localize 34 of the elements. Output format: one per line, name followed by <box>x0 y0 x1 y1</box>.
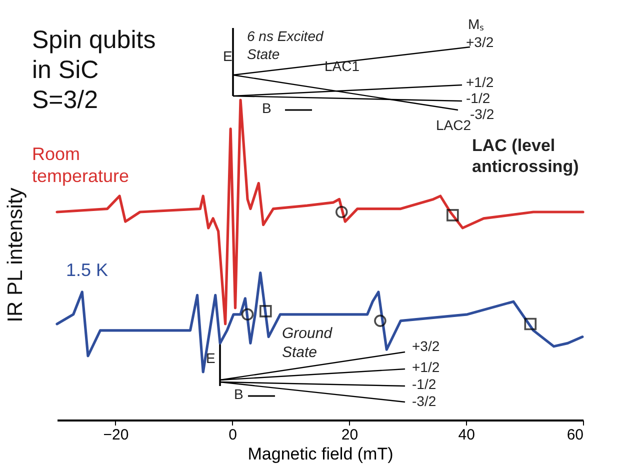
text: Mₛ <box>468 16 484 32</box>
series-label: Room temperature <box>32 144 130 186</box>
text: 6 ns Excited State <box>247 28 324 62</box>
point <box>260 305 272 318</box>
text: +1/2 <box>466 74 494 90</box>
point <box>446 209 459 222</box>
annotation: LAC (level anticrossing) <box>472 136 579 176</box>
text: LAC1 <box>324 58 360 74</box>
point <box>335 206 348 218</box>
x-tick-label: 40 <box>458 426 475 444</box>
annotation: +1/2 <box>412 359 440 375</box>
annotation: -1/2 <box>466 90 490 106</box>
annotation: B <box>262 100 272 116</box>
text: +3/2 <box>466 34 494 50</box>
series-label: 1.5 K <box>66 260 108 280</box>
x-tick-label: 20 <box>341 426 358 444</box>
point <box>241 308 254 321</box>
text: E <box>223 48 232 64</box>
annotation: +3/2 <box>412 338 440 354</box>
annotation: LAC2 <box>436 117 472 133</box>
annotation: B <box>234 386 244 402</box>
point <box>524 318 537 330</box>
point <box>374 314 386 327</box>
annotation: E <box>206 350 216 366</box>
x-axis-title: Magnetic field (mT) <box>248 444 394 464</box>
annotation: Ground State <box>282 325 333 361</box>
x-tick-label: 0 <box>228 426 238 444</box>
x-tick-label: 60 <box>566 426 584 444</box>
annotation: -3/2 <box>412 393 436 409</box>
chart-title: Spin qubits in SiC S=3/2 <box>32 26 156 114</box>
annotation: -1/2 <box>412 376 436 392</box>
annotation: -3/2 <box>470 106 494 122</box>
y-axis-title: IR PL intensity <box>4 187 27 322</box>
x-tick-label: −20 <box>103 426 129 444</box>
